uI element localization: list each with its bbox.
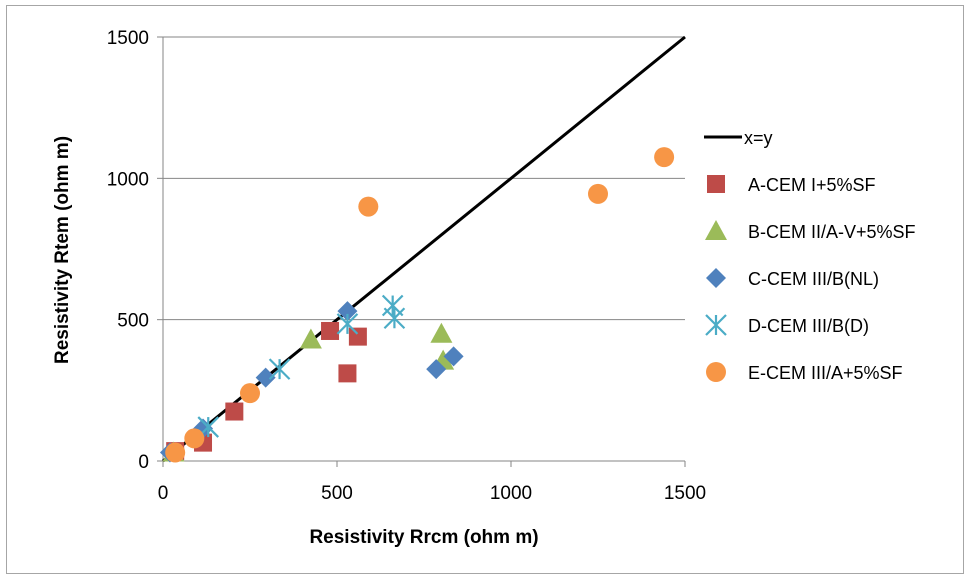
legend-swatch-3 bbox=[705, 314, 727, 336]
point-series-2-5 bbox=[443, 346, 464, 367]
data-points bbox=[159, 147, 675, 463]
point-series-3-2 bbox=[336, 313, 359, 335]
tick-labels: 0 500 1000 1500 0 500 1000 1500 bbox=[107, 28, 706, 504]
point-series-4-1 bbox=[184, 428, 205, 449]
y-tick-label-500: 500 bbox=[117, 311, 149, 332]
legend-label-4: E-CEM III/A+5%SF bbox=[748, 363, 903, 383]
legend-swatch-2 bbox=[706, 268, 726, 288]
y-tick-label-1500: 1500 bbox=[107, 28, 149, 49]
point-series-4-4 bbox=[588, 183, 608, 204]
x-tick-label-0: 0 bbox=[158, 483, 169, 504]
point-series-0-4 bbox=[348, 327, 367, 346]
gridlines bbox=[163, 36, 685, 321]
legend: x=y A-CEM I+5%SF B-CEM II/A-V+5%SF C-CEM II… bbox=[704, 128, 916, 383]
x-tick-label-1500: 1500 bbox=[664, 483, 706, 504]
legend-swatch-4 bbox=[706, 362, 726, 382]
legend-label-0: A-CEM I+5%SF bbox=[748, 175, 876, 195]
point-series-0-2 bbox=[225, 402, 244, 421]
x-axis-title: Resistivity Rrcm (ohm m) bbox=[309, 527, 538, 548]
point-series-2-3 bbox=[337, 301, 358, 322]
point-series-2-2 bbox=[255, 367, 276, 388]
point-series-0-3 bbox=[321, 321, 340, 340]
point-series-4-0 bbox=[165, 442, 186, 463]
point-series-3-4 bbox=[383, 307, 406, 330]
legend-swatch-0 bbox=[707, 175, 725, 193]
point-series-4-2 bbox=[240, 383, 260, 404]
chart-frame bbox=[6, 5, 964, 574]
legend-label-2: C-CEM III/B(NL) bbox=[748, 269, 879, 289]
legend-label-1: B-CEM II/A-V+5%SF bbox=[748, 222, 916, 242]
x-tick-label-1000: 1000 bbox=[490, 483, 532, 504]
legend-label-x-eq-y: x=y bbox=[744, 128, 773, 148]
point-series-4-3 bbox=[358, 196, 379, 217]
y-tick-label-1000: 1000 bbox=[107, 169, 149, 190]
point-series-4-5 bbox=[654, 147, 675, 168]
point-series-0-5 bbox=[338, 364, 357, 383]
point-series-3-1 bbox=[268, 358, 291, 380]
x-tick-label-500: 500 bbox=[321, 483, 353, 504]
y-axis-title: Resistivity Rtem (ohm m) bbox=[52, 136, 73, 364]
axes bbox=[157, 36, 686, 467]
point-series-1-2 bbox=[430, 322, 453, 343]
point-series-1-1 bbox=[299, 328, 322, 349]
legend-swatch-1 bbox=[705, 220, 727, 240]
point-series-2-4 bbox=[426, 359, 447, 380]
legend-label-3: D-CEM III/B(D) bbox=[748, 316, 869, 336]
y-tick-label-0: 0 bbox=[138, 452, 149, 473]
